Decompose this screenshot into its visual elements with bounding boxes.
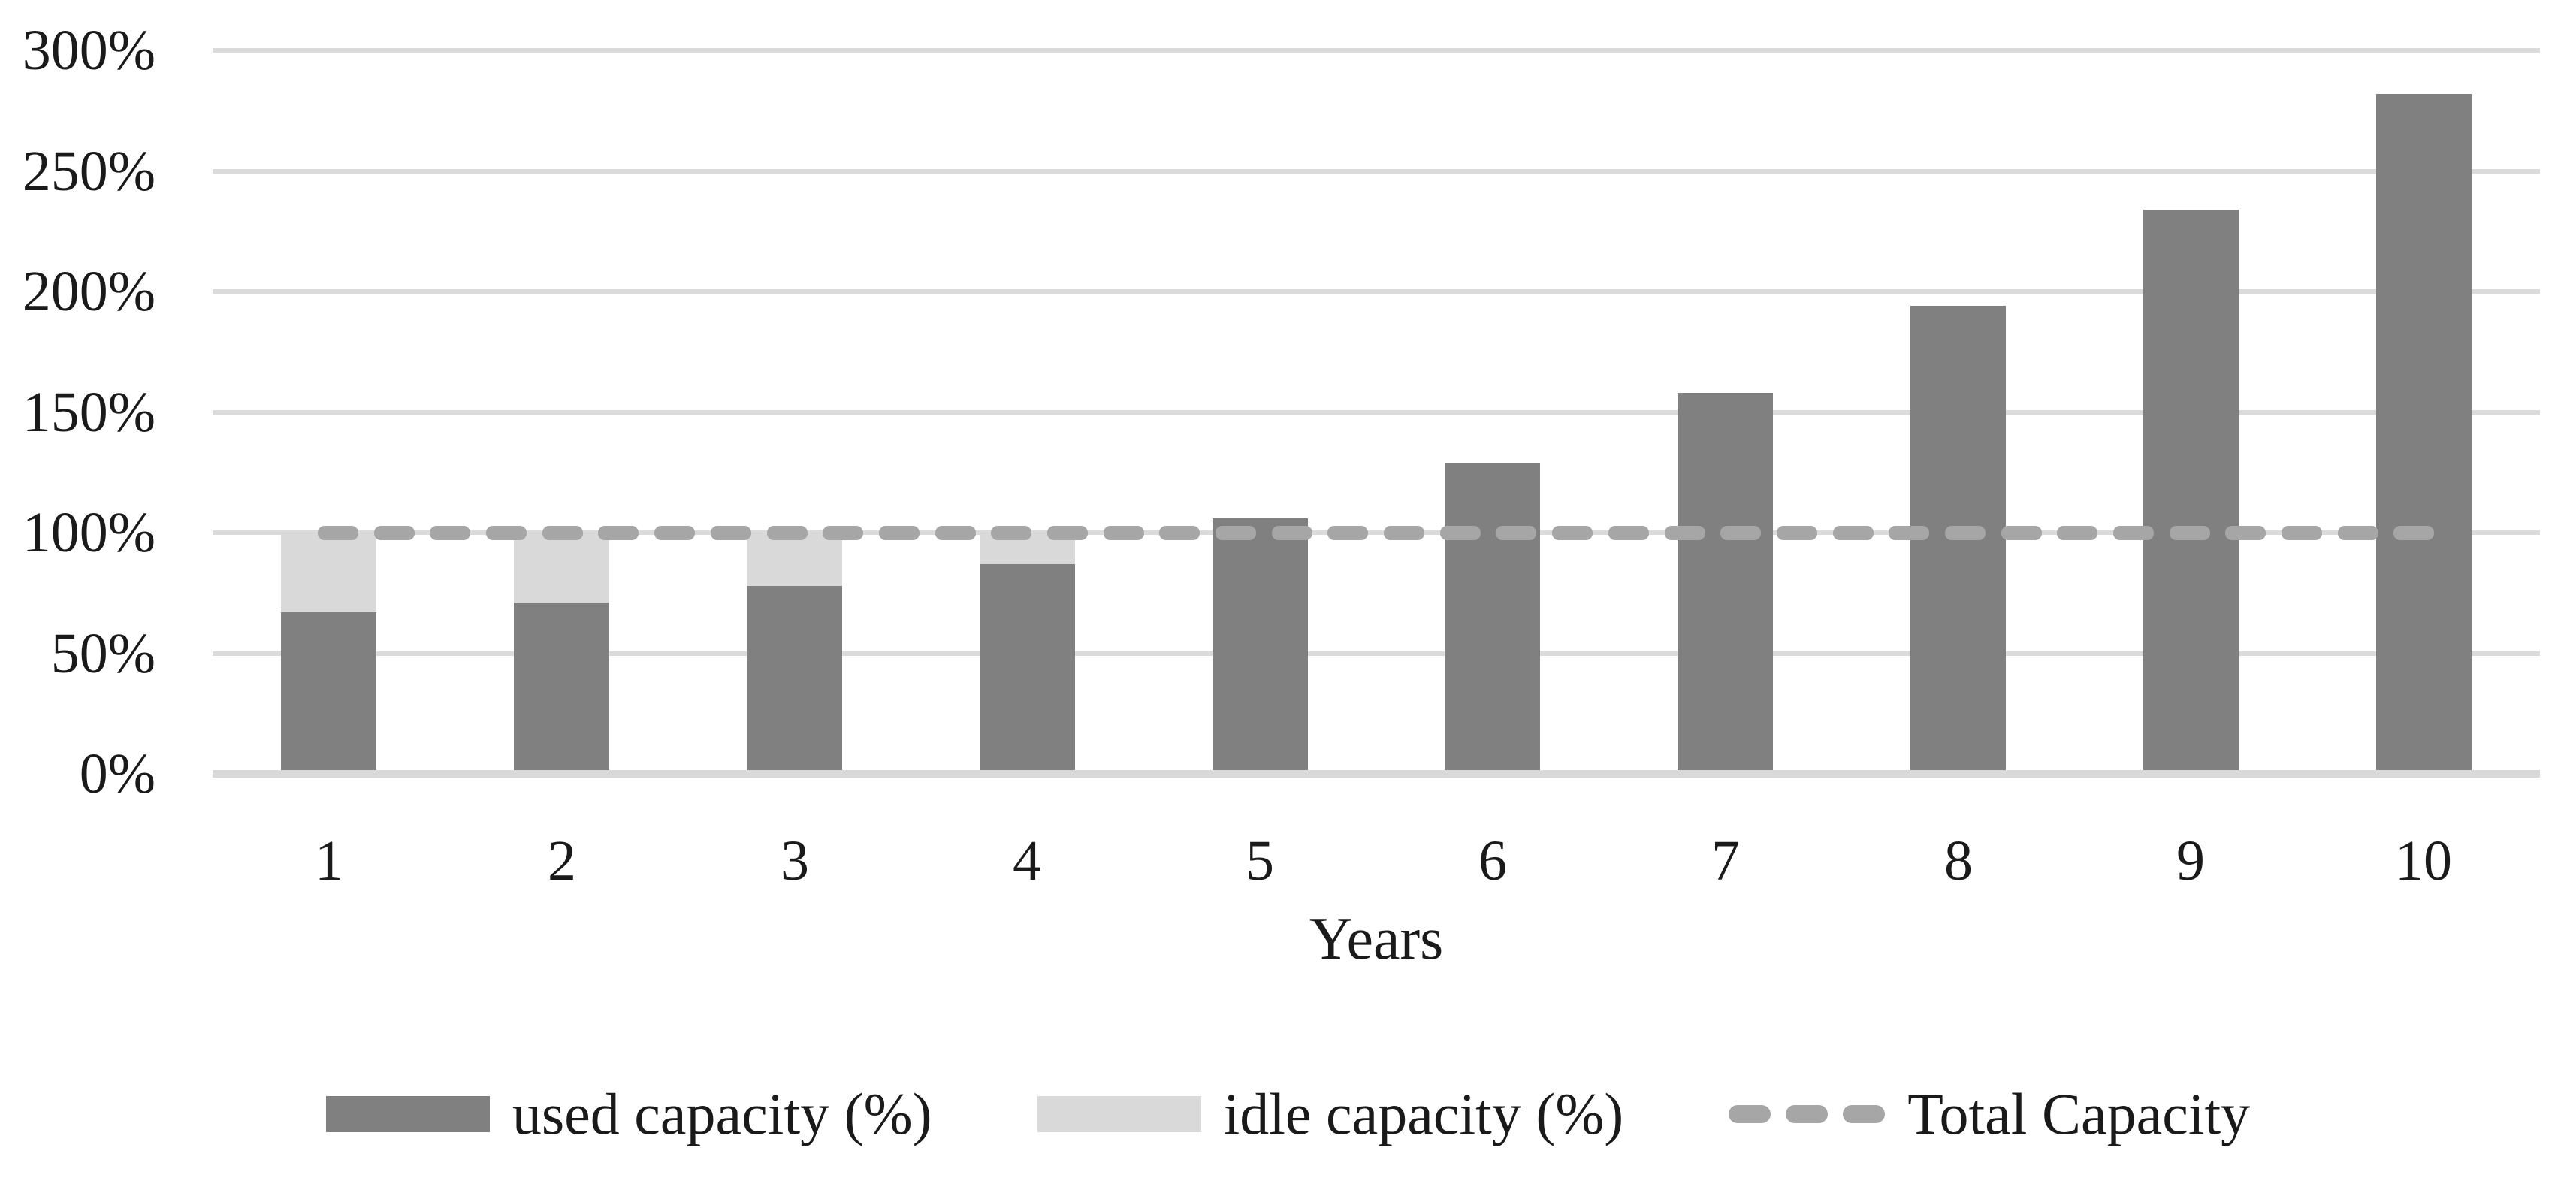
legend: used capacity (%) idle capacity (%) Tota… xyxy=(0,1085,2576,1143)
x-axis-line xyxy=(213,770,2540,778)
bar-used-year-4 xyxy=(980,564,1075,770)
legend-item-idle-capacity: idle capacity (%) xyxy=(1037,1081,1624,1146)
legend-label-idle-capacity: idle capacity (%) xyxy=(1223,1081,1624,1146)
y-tick-label-0pct: 0% xyxy=(79,742,156,805)
gridline-300 xyxy=(213,48,2540,53)
x-tick-label-4: 4 xyxy=(1013,829,1041,893)
x-tick-label-3: 3 xyxy=(781,829,809,893)
gridline-50 xyxy=(213,651,2540,656)
bar-used-year-1 xyxy=(281,612,376,770)
x-tick-label-1: 1 xyxy=(315,829,343,893)
legend-item-used-capacity: used capacity (%) xyxy=(325,1081,932,1146)
legend-swatch-idle-capacity xyxy=(1037,1096,1201,1132)
gridline-200 xyxy=(213,289,2540,294)
y-tick-label-100pct: 100% xyxy=(22,501,156,564)
legend-label-total-capacity: Total Capacity xyxy=(1907,1081,2251,1146)
x-tick-label-8: 8 xyxy=(1944,829,1973,893)
bar-used-year-5 xyxy=(1213,518,1308,770)
y-tick-label-200pct: 200% xyxy=(22,260,156,323)
bar-used-year-6 xyxy=(1445,463,1540,770)
bar-used-year-3 xyxy=(747,586,842,770)
bar-idle-year-1 xyxy=(281,533,376,612)
legend-label-used-capacity: used capacity (%) xyxy=(512,1081,932,1146)
bar-used-year-9 xyxy=(2143,210,2239,770)
bar-idle-year-3 xyxy=(747,533,842,586)
gridline-100 xyxy=(213,530,2540,535)
legend-swatch-used-capacity xyxy=(325,1096,490,1132)
x-tick-label-5: 5 xyxy=(1246,829,1274,893)
y-tick-label-250pct: 250% xyxy=(22,140,156,203)
bar-idle-year-2 xyxy=(514,533,609,603)
bar-used-year-10 xyxy=(2376,94,2472,770)
total-capacity-dashed-line xyxy=(318,526,2435,540)
gridline-150 xyxy=(213,410,2540,415)
legend-item-total-capacity: Total Capacity xyxy=(1729,1085,2250,1143)
bar-used-year-7 xyxy=(1678,393,1773,770)
y-tick-label-300pct: 300% xyxy=(22,19,156,82)
x-tick-label-6: 6 xyxy=(1478,829,1507,893)
y-tick-label-50pct: 50% xyxy=(50,622,156,685)
x-axis-title: Years xyxy=(1309,906,1444,972)
y-tick-label-150pct: 150% xyxy=(22,381,156,444)
x-tick-label-9: 9 xyxy=(2176,829,2205,893)
x-tick-label-10: 10 xyxy=(2395,829,2452,893)
legend-swatch-total-capacity-dashed-line xyxy=(1729,1105,1886,1123)
x-tick-label-7: 7 xyxy=(1711,829,1740,893)
gridline-250 xyxy=(213,169,2540,174)
bar-used-year-2 xyxy=(514,603,609,770)
x-tick-label-2: 2 xyxy=(548,829,576,893)
